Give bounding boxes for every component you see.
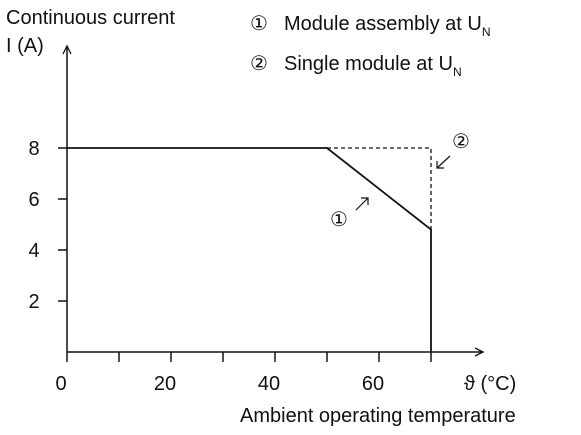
annotation-marker: ② bbox=[452, 129, 470, 153]
annotation-arrow bbox=[436, 155, 451, 169]
legend-subscript: N bbox=[453, 65, 462, 79]
x-tick-label: 40 bbox=[258, 373, 280, 395]
y-axis-arrow bbox=[62, 44, 72, 55]
x-axis-title: Ambient operating temperature bbox=[240, 405, 516, 427]
x-tick-label: 60 bbox=[362, 373, 384, 395]
legend-label: Single module at UN bbox=[284, 53, 462, 79]
legend-subscript: N bbox=[482, 25, 491, 39]
annotation-arrow bbox=[355, 197, 369, 211]
x-axis-arrow bbox=[474, 347, 485, 357]
legend-marker: ② bbox=[250, 51, 268, 75]
legend: ① Module assembly at UN② Single module at … bbox=[250, 11, 491, 79]
legend-label: Module assembly at UN bbox=[284, 13, 491, 39]
y-tick-label: 2 bbox=[28, 291, 39, 313]
y-tick-label: 6 bbox=[28, 189, 39, 211]
series-line bbox=[67, 147, 432, 352]
y-axis-title: Continuous current bbox=[6, 7, 175, 29]
legend-text: Module assembly at U bbox=[284, 13, 482, 35]
annotation-marker: ① bbox=[330, 207, 348, 231]
legend-text: Single module at U bbox=[284, 53, 453, 75]
y-axis-label: I (A) bbox=[6, 35, 44, 57]
y-tick-label: 4 bbox=[28, 240, 39, 262]
x-tick-label: 20 bbox=[154, 373, 176, 395]
y-tick-label: 8 bbox=[28, 138, 39, 160]
x-axis-label: ϑ (°C) bbox=[464, 373, 516, 395]
x-tick-label: 0 bbox=[55, 373, 66, 395]
legend-marker: ① bbox=[250, 11, 268, 35]
